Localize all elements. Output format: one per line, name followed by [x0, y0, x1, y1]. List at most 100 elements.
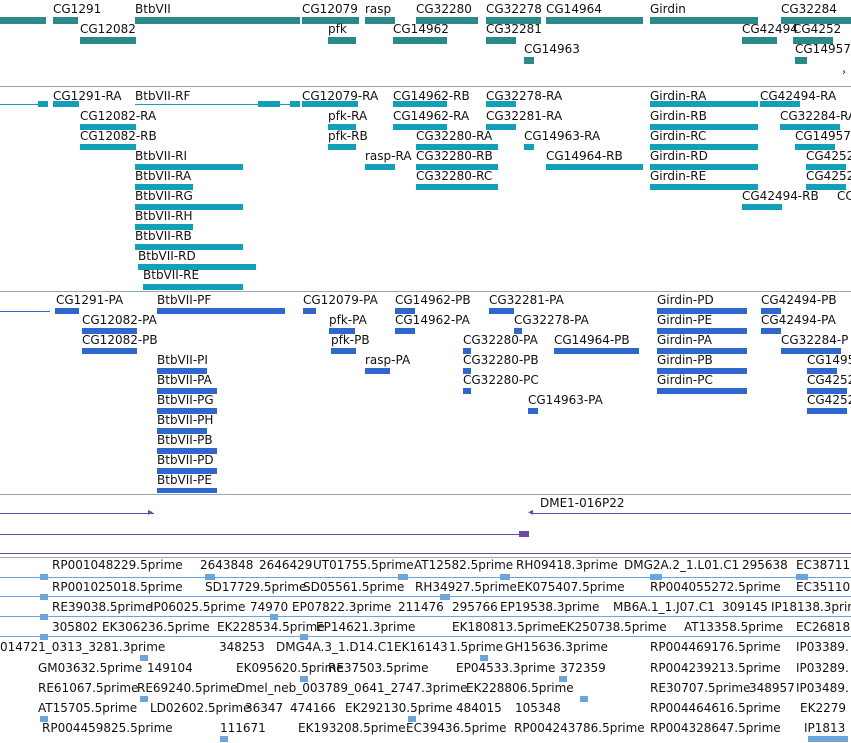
- est-label[interactable]: RE61067.5prime: [38, 681, 139, 695]
- clone-feature[interactable]: [531, 513, 851, 514]
- transcript-label[interactable]: Girdin-RC: [650, 129, 707, 143]
- est-label[interactable]: EK228534.5prime: [217, 620, 325, 634]
- est-label[interactable]: 2646429: [259, 558, 313, 572]
- protein-label[interactable]: CG32281-PA: [489, 293, 564, 307]
- transcript-label[interactable]: CG14957: [795, 129, 851, 143]
- est-label[interactable]: SD05561.5prime: [303, 580, 405, 594]
- est-label[interactable]: EK2279: [800, 701, 846, 715]
- est-label[interactable]: RP001025018.5prime: [52, 580, 183, 594]
- protein-label[interactable]: CG32278-PA: [514, 313, 589, 327]
- est-label[interactable]: RP004055272.5prime: [650, 580, 781, 594]
- est-label[interactable]: RH09418.3prime: [516, 558, 618, 572]
- transcript-label[interactable]: BtbVII-RB: [135, 229, 192, 243]
- est-label[interactable]: RP001048229.5prime: [52, 558, 183, 572]
- protein-label[interactable]: CG1291-PA: [56, 293, 124, 307]
- protein-label[interactable]: pfk-PA: [329, 313, 367, 327]
- est-label[interactable]: EC39436.5prime: [406, 721, 507, 735]
- est-label[interactable]: 105348: [515, 701, 561, 715]
- transcript-label[interactable]: CG42494-RB: [742, 189, 819, 203]
- transcript-label[interactable]: pfk-RA: [328, 109, 368, 123]
- est-label[interactable]: EP07822.3prime: [292, 600, 392, 614]
- transcript-label[interactable]: CG32281-RA: [486, 109, 563, 123]
- protein-label[interactable]: CG32280-PA: [463, 333, 538, 347]
- est-label[interactable]: DMG4A.3_1.D14.C1: [276, 640, 394, 654]
- est-label[interactable]: AT13358.5prime: [684, 620, 784, 634]
- est-label[interactable]: RE30707.5prime: [650, 681, 751, 695]
- est-label[interactable]: 014721_0313_3281.3prime: [0, 640, 166, 654]
- transcript-label[interactable]: rasp-RA: [365, 149, 412, 163]
- est-label[interactable]: RE39038.5prime: [52, 600, 153, 614]
- transcript-label[interactable]: CG14964-RB: [546, 149, 623, 163]
- est-label[interactable]: RE37503.5prime: [328, 661, 429, 675]
- protein-label[interactable]: BtbVII-PI: [157, 353, 208, 367]
- est-label[interactable]: 474166: [290, 701, 336, 715]
- protein-label[interactable]: CG14962-PB: [395, 293, 471, 307]
- est-label[interactable]: 1.5prime: [449, 640, 504, 654]
- est-label[interactable]: EK292130.5prime: [345, 701, 453, 715]
- est-label[interactable]: EK306236.5prime: [102, 620, 210, 634]
- protein-label[interactable]: CG42494-PB: [761, 293, 837, 307]
- est-label[interactable]: EC26818: [796, 620, 851, 634]
- transcript-label[interactable]: BtbVII-RF: [135, 89, 191, 103]
- est-label[interactable]: RP004464616.5prime: [650, 701, 781, 715]
- protein-label[interactable]: Girdin-PE: [657, 313, 713, 327]
- protein-label[interactable]: BtbVII-PH: [157, 413, 214, 427]
- protein-label[interactable]: CG12082-PB: [82, 333, 158, 347]
- transcript-label[interactable]: Girdin-RE: [650, 169, 707, 183]
- transcript-label[interactable]: BtbVII-RI: [135, 149, 188, 163]
- transcript-label[interactable]: BtbVII-RG: [135, 189, 193, 203]
- est-label[interactable]: 309145: [722, 600, 768, 614]
- transcript-label[interactable]: CG12082-RB: [80, 129, 157, 143]
- protein-label[interactable]: Girdin-PD: [657, 293, 714, 307]
- est-label[interactable]: EK180813.5prime: [452, 620, 560, 634]
- protein-label[interactable]: pfk-PB: [331, 333, 370, 347]
- transcript-label[interactable]: Girdin-RA: [650, 89, 707, 103]
- protein-label[interactable]: BtbVII-PG: [157, 393, 214, 407]
- clone-feature[interactable]: [0, 513, 154, 514]
- protein-label[interactable]: BtbVII-PB: [157, 433, 213, 447]
- est-label[interactable]: 111671: [220, 721, 266, 735]
- est-label[interactable]: GM03632.5prime: [38, 661, 143, 675]
- protein-label[interactable]: CG14957: [807, 353, 851, 367]
- est-label[interactable]: RP004328647.5prime: [650, 721, 781, 735]
- est-label[interactable]: GH15636.3prime: [505, 640, 608, 654]
- est-label[interactable]: IP06025.5prime: [150, 600, 246, 614]
- protein-label[interactable]: CG14964-PB: [554, 333, 630, 347]
- transcript-label[interactable]: pfk-RB: [328, 129, 368, 143]
- est-label[interactable]: 295638: [742, 558, 788, 572]
- est-label[interactable]: IP03489.: [796, 681, 849, 695]
- protein-label[interactable]: BtbVII-PE: [157, 473, 212, 487]
- est-label[interactable]: EK228806.5prime: [466, 681, 574, 695]
- transcript-label[interactable]: BtbVII-RD: [138, 249, 196, 263]
- est-label[interactable]: 372359: [560, 661, 606, 675]
- protein-label[interactable]: BtbVII-PF: [157, 293, 212, 307]
- est-label[interactable]: EK16143: [394, 640, 448, 654]
- est-label[interactable]: 295766: [452, 600, 498, 614]
- est-label[interactable]: 484015: [456, 701, 502, 715]
- transcript-label[interactable]: CC: [837, 189, 851, 203]
- est-label[interactable]: IP03389.: [796, 640, 849, 654]
- est-label[interactable]: LD02602.5prime: [150, 701, 251, 715]
- est-label[interactable]: Dmel_neb_003789_0641_2747.3prime: [236, 681, 468, 695]
- transcript-label[interactable]: CG32280-RB: [416, 149, 493, 163]
- protein-label[interactable]: CG12079-PA: [303, 293, 378, 307]
- est-label[interactable]: 348957: [749, 681, 795, 695]
- transcript-label[interactable]: CG42494-RA: [760, 89, 837, 103]
- protein-label[interactable]: CG4252: [807, 373, 851, 387]
- est-label[interactable]: 149104: [147, 661, 193, 675]
- protein-label[interactable]: rasp-PA: [365, 353, 411, 367]
- est-label[interactable]: RH34927.5prime: [415, 580, 517, 594]
- est-label[interactable]: 211476: [398, 600, 444, 614]
- transcript-label[interactable]: CG14963-RA: [524, 129, 601, 143]
- est-label[interactable]: 2643848: [200, 558, 254, 572]
- est-label[interactable]: EK075407.5prime: [517, 580, 625, 594]
- protein-label[interactable]: CG14962-PA: [395, 313, 470, 327]
- transcript-label[interactable]: CG32278-RA: [486, 89, 563, 103]
- est-label[interactable]: EK250738.5prime: [559, 620, 667, 634]
- est-label[interactable]: AT15705.5prime: [38, 701, 138, 715]
- transcript-label[interactable]: CG1291-RA: [53, 89, 122, 103]
- protein-label[interactable]: Girdin-PC: [657, 373, 713, 387]
- protein-label[interactable]: CG4252: [807, 393, 851, 407]
- est-label[interactable]: 305802: [52, 620, 98, 634]
- est-label[interactable]: RP004469176.5prime: [650, 640, 781, 654]
